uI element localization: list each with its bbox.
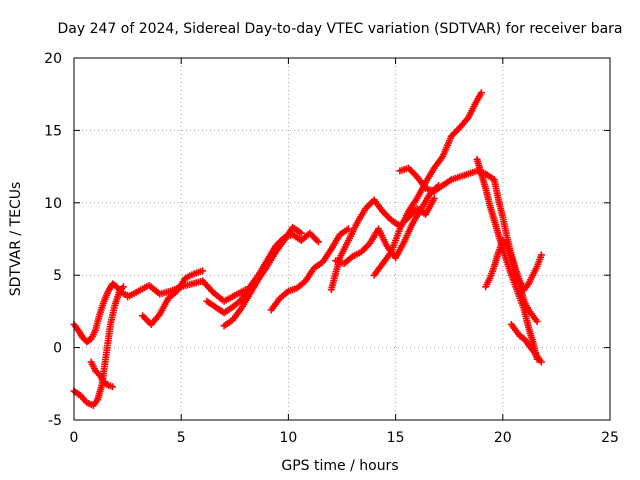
y-axis-label: SDTVAR / TECUs (8, 182, 24, 297)
plot-frame (73, 57, 611, 421)
x-tick-labels: 0 5 10 15 20 25 (70, 430, 619, 446)
axis-ticks (73, 57, 611, 421)
data-point (199, 267, 207, 275)
gridlines (74, 58, 610, 420)
data-point (109, 383, 117, 391)
x-axis-label: GPS time / hours (281, 458, 398, 474)
y-tick-label: 10 (44, 196, 62, 212)
x-tick-label: 25 (601, 430, 619, 446)
y-tick-label: 15 (44, 123, 62, 139)
x-tick-label: 20 (494, 430, 512, 446)
data-point (430, 194, 438, 202)
y-tick-label: 0 (53, 341, 62, 357)
x-tick-label: 10 (279, 430, 297, 446)
x-tick-label: 0 (70, 430, 79, 446)
y-tick-labels: -5 0 5 10 15 20 (44, 51, 62, 429)
data-point (533, 318, 541, 326)
chart-title: Day 247 of 2024, Sidereal Day-to-day VTE… (57, 21, 622, 37)
data-point (119, 283, 127, 291)
data-point (537, 251, 545, 259)
data-point-interp (103, 380, 111, 388)
x-tick-label: 5 (177, 430, 186, 446)
y-tick-label: 5 (53, 268, 62, 284)
x-tick-label: 15 (387, 430, 405, 446)
data-point (297, 229, 305, 237)
y-tick-label: -5 (48, 413, 62, 429)
data-points (70, 89, 545, 410)
y-tick-label: 20 (44, 51, 62, 67)
data-point (314, 238, 322, 246)
data-point (537, 358, 545, 366)
data-point (477, 89, 485, 97)
